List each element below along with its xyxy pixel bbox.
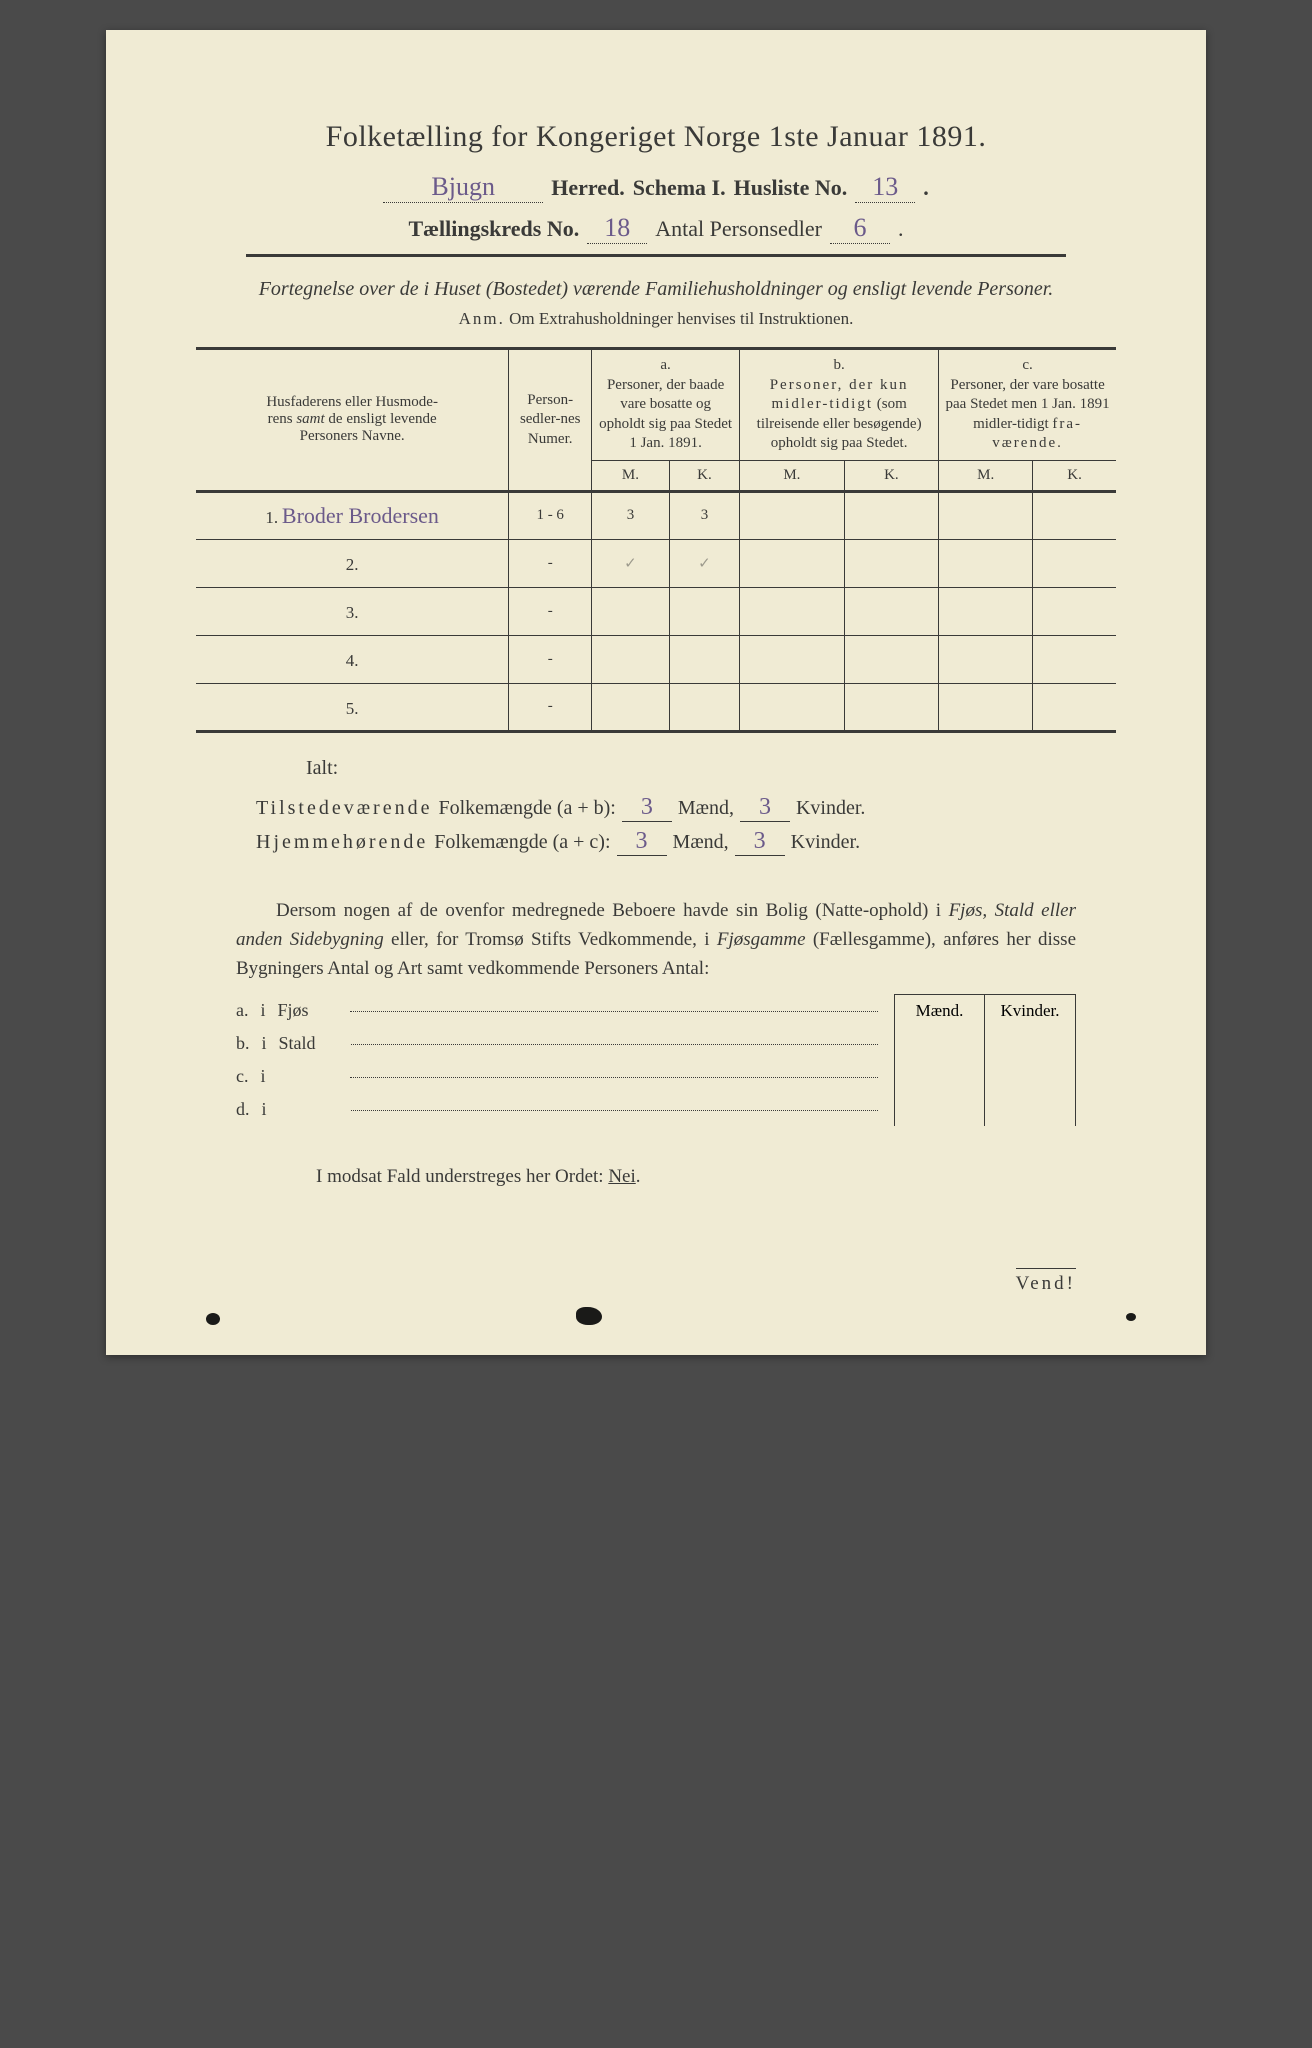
side-building-row: d.i xyxy=(236,1093,878,1126)
mk-label: M. xyxy=(740,460,845,491)
cell-c-m xyxy=(939,491,1033,539)
page-title: Folketælling for Kongeriget Norge 1ste J… xyxy=(196,120,1116,154)
side-building-row: b.iStald xyxy=(236,1027,878,1060)
side-building-paragraph: Dersom nogen af de ovenfor medregnede Be… xyxy=(236,896,1076,984)
mk-label: M. xyxy=(939,460,1033,491)
row-num-cell: - xyxy=(509,587,592,635)
cell-a-m: ✓ xyxy=(592,539,670,587)
header-line-1: Bjugn Herred. Schema I. Husliste No. 13 … xyxy=(196,172,1116,203)
sum-line-present: Tilstedeværende Folkemængde (a + b): 3 M… xyxy=(196,794,1116,822)
cell-c-k xyxy=(1033,635,1116,683)
household-table: Husfaderens eller Husmode-rens samt de e… xyxy=(196,347,1116,733)
cell-a-m xyxy=(592,683,670,731)
sb-maend: Mænd. xyxy=(895,995,985,1126)
row-name-cell: 3. xyxy=(196,587,509,635)
inkblot-icon xyxy=(206,1313,220,1325)
cell-b-k xyxy=(844,491,939,539)
cell-a-k xyxy=(669,635,739,683)
row-num-cell: 1 - 6 xyxy=(509,491,592,539)
resident-women: 3 xyxy=(735,828,785,856)
table-row: 4. - xyxy=(196,635,1116,683)
col-header-name: Husfaderens eller Husmode-rens samt de e… xyxy=(196,349,509,492)
present-women: 3 xyxy=(740,794,790,822)
cell-a-k xyxy=(669,587,739,635)
modsat-line: I modsat Fald understreges her Ordet: Ne… xyxy=(316,1166,1116,1188)
cell-c-k xyxy=(1033,491,1116,539)
side-building-list: a.iFjøsb.iStaldc.id.i xyxy=(236,994,878,1126)
cell-b-m xyxy=(740,635,845,683)
mk-label: K. xyxy=(844,460,939,491)
cell-b-m xyxy=(740,683,845,731)
divider xyxy=(246,254,1066,257)
cell-b-k xyxy=(844,587,939,635)
cell-c-m xyxy=(939,635,1033,683)
table-row: 2. -✓✓ xyxy=(196,539,1116,587)
table-row: 1. Broder Brodersen1 - 633 xyxy=(196,491,1116,539)
cell-c-k xyxy=(1033,587,1116,635)
table-row: 5. - xyxy=(196,683,1116,731)
col-header-b: b. Personer, der kun midler-tidigt (som … xyxy=(740,349,939,461)
cell-c-m xyxy=(939,587,1033,635)
side-building-row: c.i xyxy=(236,1060,878,1093)
mk-label: M. xyxy=(592,460,670,491)
herred-value: Bjugn xyxy=(383,172,543,203)
census-form-page: Folketælling for Kongeriget Norge 1ste J… xyxy=(106,30,1206,1355)
cell-a-k: ✓ xyxy=(669,539,739,587)
cell-b-k xyxy=(844,635,939,683)
sum-line-resident: Hjemmehørende Folkemængde (a + c): 3 Mæn… xyxy=(196,828,1116,856)
cell-b-k xyxy=(844,539,939,587)
row-num-cell: - xyxy=(509,635,592,683)
mk-label: K. xyxy=(1033,460,1116,491)
kreds-value: 18 xyxy=(587,213,647,244)
row-name-cell: 1. Broder Brodersen xyxy=(196,491,509,539)
cell-a-k: 3 xyxy=(669,491,739,539)
header-line-2: Tællingskreds No. 18 Antal Personsedler … xyxy=(196,213,1116,244)
side-building-section: a.iFjøsb.iStaldc.id.i Mænd. Kvinder. xyxy=(236,994,1076,1126)
subtitle: Fortegnelse over de i Huset (Bostedet) v… xyxy=(196,275,1116,303)
cell-c-k xyxy=(1033,683,1116,731)
herred-label: Herred. xyxy=(551,175,625,201)
kreds-label: Tællingskreds No. xyxy=(408,216,579,242)
inkblot-icon xyxy=(576,1307,602,1325)
row-num-cell: - xyxy=(509,683,592,731)
husliste-label: Husliste No. xyxy=(734,175,848,201)
personsedler-label: Antal Personsedler xyxy=(655,216,822,242)
annotation-note: Anm. Om Extrahusholdninger henvises til … xyxy=(196,309,1116,329)
personsedler-value: 6 xyxy=(830,213,890,244)
row-name-cell: 5. xyxy=(196,683,509,731)
resident-men: 3 xyxy=(617,828,667,856)
turn-page-label: Vend! xyxy=(1016,1268,1076,1295)
inkblot-icon xyxy=(1126,1313,1136,1321)
cell-b-k xyxy=(844,683,939,731)
table-row: 3. - xyxy=(196,587,1116,635)
cell-a-m xyxy=(592,635,670,683)
row-name-cell: 2. xyxy=(196,539,509,587)
cell-c-m xyxy=(939,539,1033,587)
cell-c-m xyxy=(939,683,1033,731)
cell-a-m: 3 xyxy=(592,491,670,539)
cell-b-m xyxy=(740,539,845,587)
nei-word: Nei xyxy=(608,1166,635,1187)
row-num-cell: - xyxy=(509,539,592,587)
sb-kvinder: Kvinder. xyxy=(985,995,1075,1126)
col-header-number: Person-sedler-nes Numer. xyxy=(509,349,592,492)
cell-a-m xyxy=(592,587,670,635)
cell-a-k xyxy=(669,683,739,731)
cell-b-m xyxy=(740,491,845,539)
side-building-row: a.iFjøs xyxy=(236,994,878,1027)
ialt-label: Ialt: xyxy=(306,757,1116,780)
row-name-cell: 4. xyxy=(196,635,509,683)
cell-b-m xyxy=(740,587,845,635)
cell-c-k xyxy=(1033,539,1116,587)
schema-label: Schema I. xyxy=(633,175,726,201)
anm-text: Om Extrahusholdninger henvises til Instr… xyxy=(509,309,853,328)
husliste-value: 13 xyxy=(855,172,915,203)
col-header-a: a. Personer, der baade vare bosatte og o… xyxy=(592,349,740,461)
anm-label: Anm. xyxy=(459,309,505,328)
side-building-mk-header: Mænd. Kvinder. xyxy=(894,994,1076,1126)
col-header-c: c. Personer, der vare bosatte paa Stedet… xyxy=(939,349,1116,461)
present-men: 3 xyxy=(622,794,672,822)
mk-label: K. xyxy=(669,460,739,491)
